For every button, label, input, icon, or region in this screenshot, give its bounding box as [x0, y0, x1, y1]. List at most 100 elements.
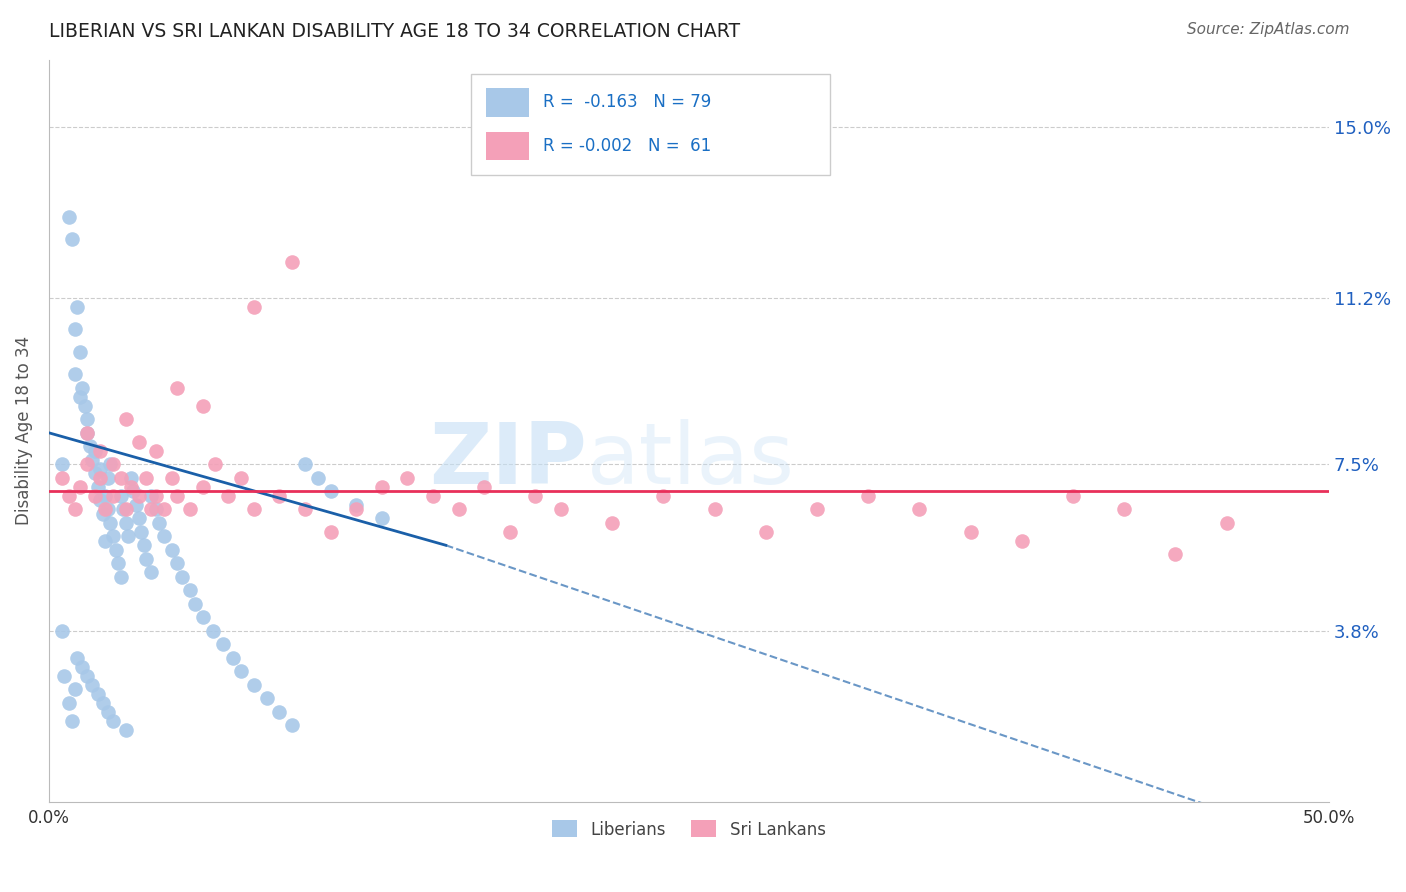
Point — [145, 502, 167, 516]
Point — [114, 723, 136, 737]
Point — [600, 516, 623, 530]
Point — [51, 624, 73, 638]
Point — [82, 452, 104, 467]
Point — [76, 458, 98, 472]
Point — [652, 489, 675, 503]
Point — [69, 344, 91, 359]
Point — [806, 502, 828, 516]
Point — [58, 210, 80, 224]
Point — [908, 502, 931, 516]
Point — [1011, 533, 1033, 548]
Point — [524, 489, 547, 503]
Point — [89, 443, 111, 458]
Point — [82, 678, 104, 692]
Point — [129, 524, 152, 539]
Text: 50.0%: 50.0% — [1303, 809, 1355, 827]
Point — [120, 480, 142, 494]
Point — [66, 650, 89, 665]
Point — [97, 705, 120, 719]
Point — [51, 458, 73, 472]
Point — [101, 529, 124, 543]
Point — [141, 489, 163, 503]
Legend: Liberians, Sri Lankans: Liberians, Sri Lankans — [546, 814, 832, 846]
Point — [222, 650, 245, 665]
Point — [60, 714, 83, 728]
Point — [94, 489, 117, 503]
Point — [132, 538, 155, 552]
Point — [122, 484, 145, 499]
Point — [114, 516, 136, 530]
Point — [281, 718, 304, 732]
Point — [104, 542, 127, 557]
Point — [422, 489, 444, 503]
Point — [76, 425, 98, 440]
Point — [76, 425, 98, 440]
Point — [755, 524, 778, 539]
Point — [141, 502, 163, 516]
Point — [117, 529, 139, 543]
Point — [148, 516, 170, 530]
Point — [217, 489, 239, 503]
Point — [242, 502, 264, 516]
Point — [60, 232, 83, 246]
Point — [66, 300, 89, 314]
Point — [114, 412, 136, 426]
Point — [84, 443, 107, 458]
Text: atlas: atlas — [586, 418, 794, 502]
Point — [125, 498, 148, 512]
Point — [89, 462, 111, 476]
Point — [256, 691, 278, 706]
Point — [58, 489, 80, 503]
Point — [97, 471, 120, 485]
Point — [201, 624, 224, 638]
Point — [107, 556, 129, 570]
Point — [1164, 547, 1187, 561]
Point — [856, 489, 879, 503]
Point — [63, 682, 86, 697]
Point — [179, 583, 201, 598]
Point — [141, 566, 163, 580]
Point — [396, 471, 419, 485]
Point — [319, 524, 342, 539]
Point — [110, 471, 132, 485]
Point — [94, 502, 117, 516]
Point — [160, 542, 183, 557]
Point — [101, 714, 124, 728]
Point — [212, 637, 235, 651]
Point — [69, 390, 91, 404]
Point — [1114, 502, 1136, 516]
Point — [447, 502, 470, 516]
Point — [73, 399, 96, 413]
Point — [89, 493, 111, 508]
Point — [344, 498, 367, 512]
Point — [294, 502, 316, 516]
Point — [114, 502, 136, 516]
Point — [110, 570, 132, 584]
Point — [63, 502, 86, 516]
Y-axis label: Disability Age 18 to 34: Disability Age 18 to 34 — [15, 336, 32, 525]
Point — [281, 255, 304, 269]
Point — [97, 502, 120, 516]
Point — [184, 597, 207, 611]
Point — [128, 511, 150, 525]
Point — [101, 458, 124, 472]
Point — [51, 471, 73, 485]
Point — [242, 678, 264, 692]
Point — [166, 556, 188, 570]
Point — [112, 502, 135, 516]
Point — [76, 412, 98, 426]
Point — [153, 529, 176, 543]
Point — [58, 696, 80, 710]
Point — [371, 511, 394, 525]
Point — [1215, 516, 1237, 530]
Point — [204, 458, 226, 472]
Point — [94, 533, 117, 548]
Point — [101, 489, 124, 503]
Point — [86, 687, 108, 701]
Text: Source: ZipAtlas.com: Source: ZipAtlas.com — [1187, 22, 1350, 37]
Point — [229, 664, 252, 678]
Text: ZIP: ZIP — [429, 418, 586, 502]
Point — [86, 480, 108, 494]
Point — [242, 300, 264, 314]
Point — [63, 322, 86, 336]
